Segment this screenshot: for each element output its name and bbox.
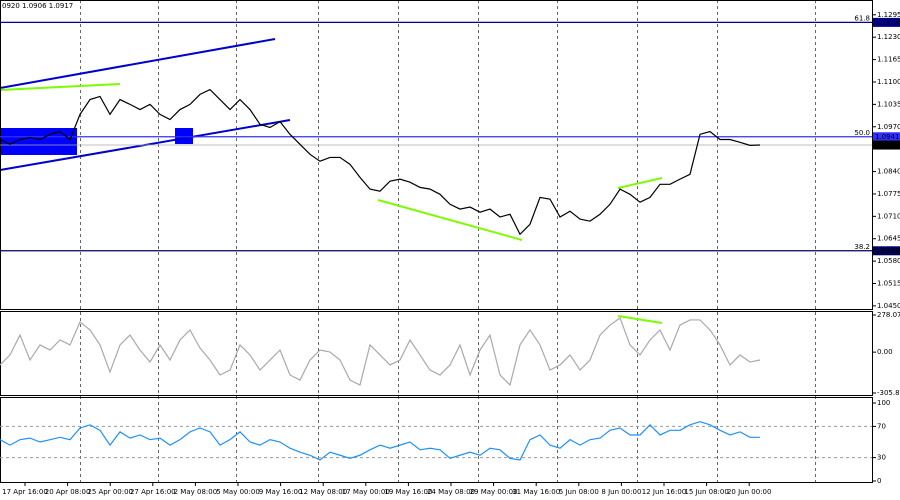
divergence-line bbox=[0, 83, 121, 91]
fibo-label: 61.8 bbox=[854, 14, 870, 22]
price-box-label: 1.0610 bbox=[875, 247, 900, 255]
x-tick-label: 15 Jun 08:00 bbox=[684, 488, 728, 496]
x-tick-label: 12 Jun 16:00 bbox=[642, 488, 686, 496]
x-tick-label: 25 Apr 00:00 bbox=[87, 488, 133, 496]
x-tick-label: 8 Jun 00:00 bbox=[601, 488, 641, 496]
price-box-label: 1.1273 bbox=[875, 18, 900, 26]
x-tick-label: 20 Apr 08:00 bbox=[45, 488, 91, 496]
divergence-line bbox=[617, 177, 663, 189]
x-tick-label: 20 Jun 00:00 bbox=[727, 488, 771, 496]
y-tick-label: 1.0970 bbox=[877, 123, 900, 131]
y-tick-label: 1.1230 bbox=[877, 33, 900, 41]
divergence-line bbox=[617, 315, 663, 324]
y-tick-label: 30 bbox=[877, 454, 886, 462]
fibo-label: 50.0 bbox=[854, 129, 870, 137]
panel-frame bbox=[0, 311, 873, 396]
current-price-box bbox=[873, 140, 900, 150]
y-tick-label: 1.1100 bbox=[877, 78, 900, 86]
y-tick-label: 1.1035 bbox=[877, 100, 900, 108]
period-separators bbox=[80, 0, 816, 482]
y-tick-label: 0 bbox=[877, 477, 881, 485]
fibo-label: 38.2 bbox=[854, 243, 870, 251]
zone bbox=[175, 128, 193, 144]
y-tick-label: 1.0645 bbox=[877, 235, 900, 243]
y-tick-label: 1.0775 bbox=[877, 190, 900, 198]
y-tick-label: 100 bbox=[877, 399, 890, 407]
x-tick-label: 27 Apr 16:00 bbox=[130, 488, 176, 496]
current-price-label: 1.0917 bbox=[875, 141, 900, 149]
price-box-label: 1.0941 bbox=[875, 133, 900, 141]
price-box bbox=[873, 17, 900, 27]
y-tick-label: -305.892 bbox=[877, 389, 900, 397]
y-tick-label: 1.1295 bbox=[877, 11, 900, 19]
channel-line bbox=[0, 38, 276, 89]
panel-frame bbox=[0, 0, 873, 310]
x-tick-label: 12 May 08:00 bbox=[299, 488, 347, 496]
chart-header: 0920 1.0906 1.0917 bbox=[2, 2, 73, 10]
y-tick-label: 1.0580 bbox=[877, 257, 900, 265]
y-tick-label: 70 bbox=[877, 422, 886, 430]
x-tick-label: 31 May 16:00 bbox=[512, 488, 560, 496]
y-tick-label: 0.00 bbox=[877, 348, 893, 356]
x-tick-label: 17 May 00:00 bbox=[342, 488, 390, 496]
y-tick-label: 1.0840 bbox=[877, 168, 900, 176]
y-tick-label: 1.0450 bbox=[877, 302, 900, 310]
divergence-line bbox=[377, 199, 523, 241]
series-line bbox=[0, 88, 761, 236]
series-line bbox=[0, 421, 760, 461]
x-tick-label: 9 May 16:00 bbox=[259, 488, 303, 496]
x-tick-label: 24 May 08:00 bbox=[427, 488, 475, 496]
x-tick-label: 5 May 00:00 bbox=[216, 488, 260, 496]
y-tick-label: 1.0710 bbox=[877, 212, 900, 220]
price-box bbox=[873, 246, 900, 256]
price-box bbox=[873, 132, 900, 142]
zone bbox=[0, 128, 77, 155]
x-tick-label: 29 May 00:00 bbox=[470, 488, 518, 496]
series-line bbox=[0, 317, 761, 387]
x-tick-label: 2 May 08:00 bbox=[174, 488, 218, 496]
x-tick-label: 5 Jun 08:00 bbox=[559, 488, 599, 496]
y-tick-label: 1.0515 bbox=[877, 280, 900, 288]
x-tick-label: 19 May 16:00 bbox=[384, 488, 432, 496]
y-tick-label: 278.0761 bbox=[877, 311, 900, 319]
y-tick-label: 1.1165 bbox=[877, 56, 900, 64]
x-tick-label: 17 Apr 16:00 bbox=[2, 488, 48, 496]
